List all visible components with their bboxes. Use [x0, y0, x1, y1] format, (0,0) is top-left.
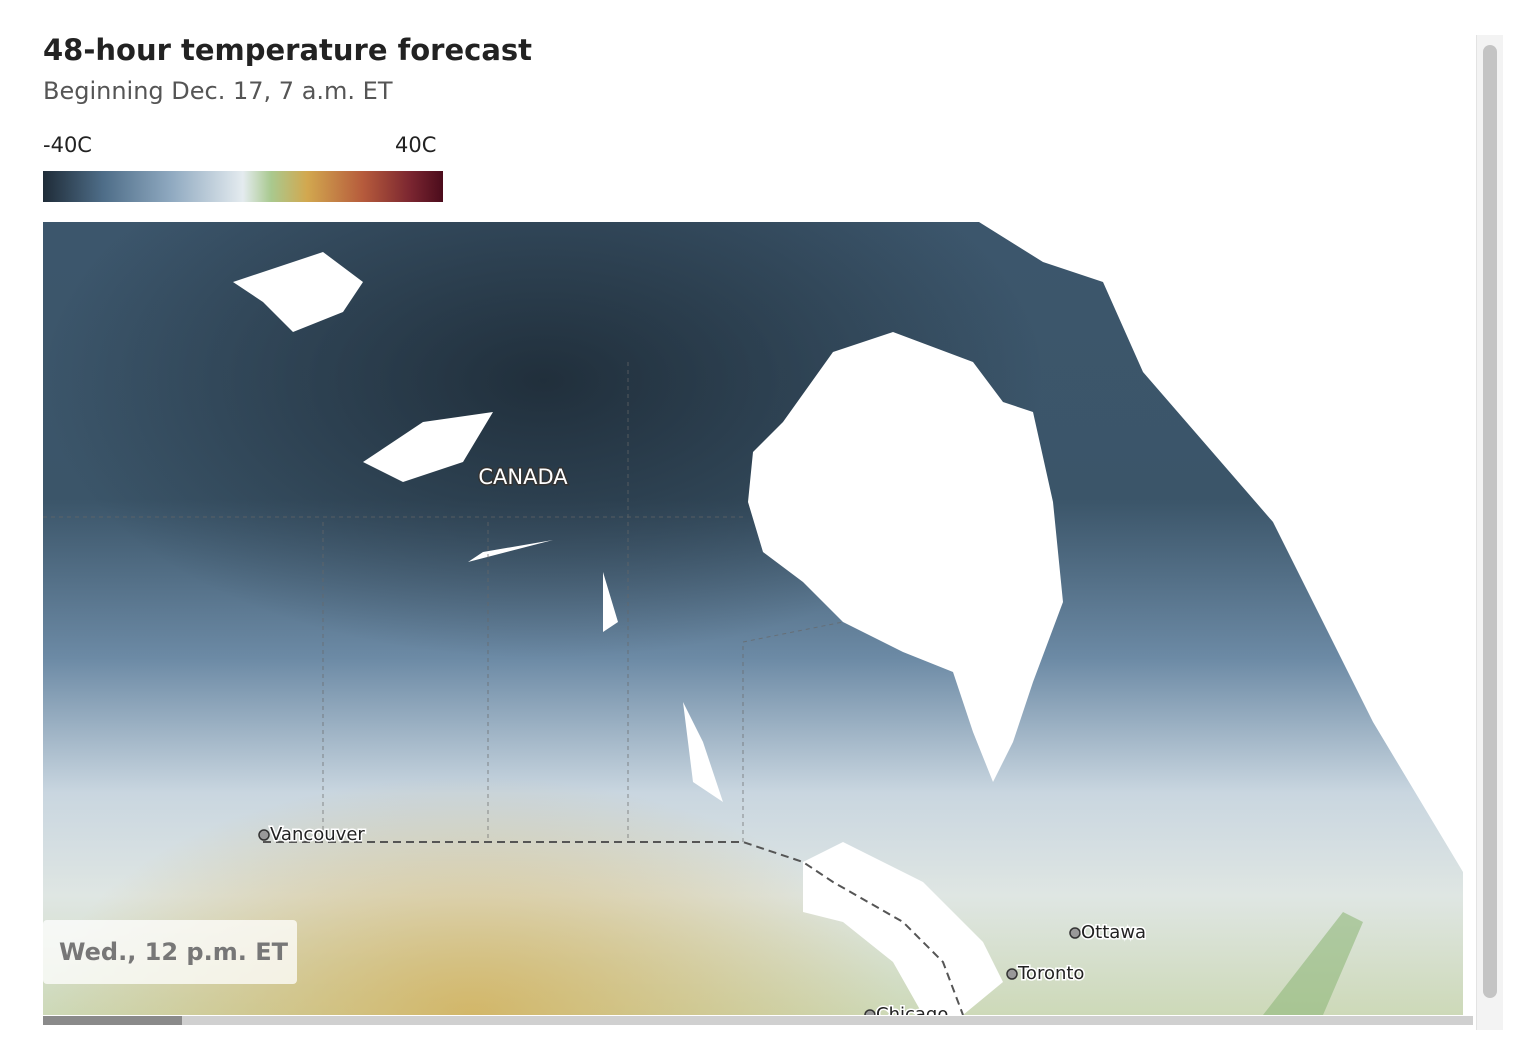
province-borders: [43, 362, 844, 842]
subtitle: Beginning Dec. 17, 7 a.m. ET: [43, 77, 393, 105]
legend-bar: [43, 171, 443, 202]
city-label: Chicago: [876, 1004, 948, 1015]
city-dot: [1069, 927, 1081, 939]
title: 48-hour temperature forecast: [43, 33, 533, 67]
time-slider-progress[interactable]: [43, 1016, 182, 1025]
ocean: [979, 222, 1473, 1015]
city: Chicago: [864, 1003, 950, 1015]
legend-max: 40C: [395, 133, 437, 157]
city: Vancouver: [258, 823, 367, 847]
city: Toronto: [1006, 962, 1086, 986]
time-slider[interactable]: [43, 1016, 1473, 1025]
lakes: [233, 252, 723, 802]
great-lakes: [803, 842, 1003, 1015]
city-dot: [864, 1009, 876, 1015]
map: CANADA Vancouver Ottawa Toronto Chicago: [43, 222, 1473, 1015]
region-label: CANADA: [477, 464, 570, 491]
city-label: Toronto: [1017, 963, 1084, 984]
vertical-scroll-thumb[interactable]: [1483, 45, 1497, 998]
city: Ottawa: [1069, 921, 1148, 945]
city-label: Vancouver: [270, 824, 365, 845]
hudson-bay: [748, 332, 1063, 782]
legend-min: -40C: [43, 133, 92, 157]
city-dot: [258, 829, 270, 841]
time-label: Wed., 12 p.m. ET: [43, 920, 297, 984]
city-dot: [1006, 968, 1018, 980]
city-label: Ottawa: [1081, 922, 1146, 943]
region-text: CANADA: [478, 465, 568, 489]
border: [263, 841, 964, 1015]
